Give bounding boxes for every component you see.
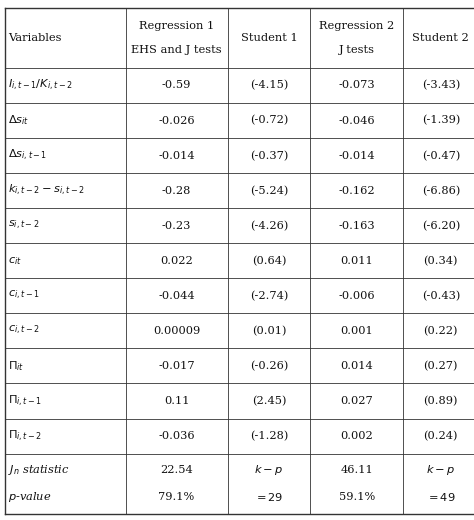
Text: J tests: J tests: [339, 45, 374, 55]
Text: 79.1%: 79.1%: [158, 492, 195, 502]
Text: (0.27): (0.27): [424, 361, 458, 371]
Text: -0.006: -0.006: [338, 291, 375, 301]
Text: $\Pi_{it}$: $\Pi_{it}$: [8, 359, 24, 373]
Text: 0.002: 0.002: [340, 431, 373, 441]
Text: -0.017: -0.017: [158, 361, 195, 371]
Text: $c_{i,t-2}$: $c_{i,t-2}$: [8, 324, 40, 337]
Text: (0.64): (0.64): [252, 256, 286, 266]
Text: $\Delta s_{it}$: $\Delta s_{it}$: [8, 114, 29, 127]
Text: (-0.37): (-0.37): [250, 150, 288, 161]
Text: (-4.15): (-4.15): [250, 81, 288, 90]
Text: 22.54: 22.54: [160, 465, 193, 475]
Text: (-0.43): (-0.43): [422, 291, 460, 301]
Text: 0.00009: 0.00009: [153, 326, 200, 336]
Text: -0.162: -0.162: [338, 186, 375, 196]
Text: 0.022: 0.022: [160, 256, 193, 266]
Text: -0.163: -0.163: [338, 220, 375, 231]
Text: -0.044: -0.044: [158, 291, 195, 301]
Text: $p$-value: $p$-value: [8, 490, 52, 504]
Text: 46.11: 46.11: [340, 465, 373, 475]
Text: Regression 1: Regression 1: [139, 21, 214, 31]
Text: (2.45): (2.45): [252, 396, 286, 406]
Text: 59.1%: 59.1%: [338, 492, 375, 502]
Text: $J_n$ statistic: $J_n$ statistic: [8, 463, 70, 477]
Text: -0.036: -0.036: [158, 431, 195, 441]
Text: 0.027: 0.027: [340, 396, 373, 406]
Text: (-1.39): (-1.39): [422, 115, 460, 126]
Text: -0.026: -0.026: [158, 115, 195, 125]
Text: (-6.86): (-6.86): [422, 186, 460, 196]
Text: (-2.74): (-2.74): [250, 291, 288, 301]
Text: -0.014: -0.014: [338, 151, 375, 161]
Text: $= 49$: $= 49$: [426, 491, 456, 503]
Text: (0.89): (0.89): [424, 396, 458, 406]
Text: (0.24): (0.24): [424, 431, 458, 441]
Text: (-4.26): (-4.26): [250, 220, 288, 231]
Text: -0.28: -0.28: [162, 186, 191, 196]
Text: -0.59: -0.59: [162, 81, 191, 90]
Text: Student 1: Student 1: [241, 33, 297, 43]
Text: 0.11: 0.11: [164, 396, 189, 406]
Text: $k - p$: $k - p$: [426, 463, 456, 477]
Text: EHS and J tests: EHS and J tests: [131, 45, 222, 55]
Text: $c_{it}$: $c_{it}$: [8, 255, 22, 267]
Text: -0.014: -0.014: [158, 151, 195, 161]
Text: -0.23: -0.23: [162, 220, 191, 231]
Text: $c_{i,t-1}$: $c_{i,t-1}$: [8, 289, 40, 303]
Text: $k - p$: $k - p$: [255, 463, 283, 477]
Text: 0.001: 0.001: [340, 326, 373, 336]
Text: (-5.24): (-5.24): [250, 186, 288, 196]
Text: $= 29$: $= 29$: [254, 491, 284, 503]
Text: Regression 2: Regression 2: [319, 21, 394, 31]
Text: Variables: Variables: [8, 33, 62, 43]
Text: (-0.72): (-0.72): [250, 115, 288, 126]
Text: (-3.43): (-3.43): [422, 81, 460, 90]
Text: (-6.20): (-6.20): [422, 220, 460, 231]
Text: (0.34): (0.34): [424, 256, 458, 266]
Text: 0.014: 0.014: [340, 361, 373, 371]
Text: $\Delta s_{i,t-1}$: $\Delta s_{i,t-1}$: [8, 148, 47, 163]
Text: -0.046: -0.046: [338, 115, 375, 125]
Text: Student 2: Student 2: [412, 33, 469, 43]
Text: $s_{i,t-2}$: $s_{i,t-2}$: [8, 219, 39, 232]
Text: $k_{i,t-2} - s_{i,t-2}$: $k_{i,t-2} - s_{i,t-2}$: [8, 183, 84, 198]
Text: $I_{i,t-1}/K_{i,t-2}$: $I_{i,t-1}/K_{i,t-2}$: [8, 78, 73, 93]
Text: $\Pi_{i,t-2}$: $\Pi_{i,t-2}$: [8, 428, 42, 444]
Text: (0.22): (0.22): [424, 326, 458, 336]
Text: $\Pi_{i,t-1}$: $\Pi_{i,t-1}$: [8, 394, 42, 409]
Text: (-0.47): (-0.47): [422, 150, 460, 161]
Text: (-1.28): (-1.28): [250, 431, 288, 441]
Text: (0.01): (0.01): [252, 326, 286, 336]
Text: (-0.26): (-0.26): [250, 361, 288, 371]
Text: 0.011: 0.011: [340, 256, 373, 266]
Text: -0.073: -0.073: [338, 81, 375, 90]
